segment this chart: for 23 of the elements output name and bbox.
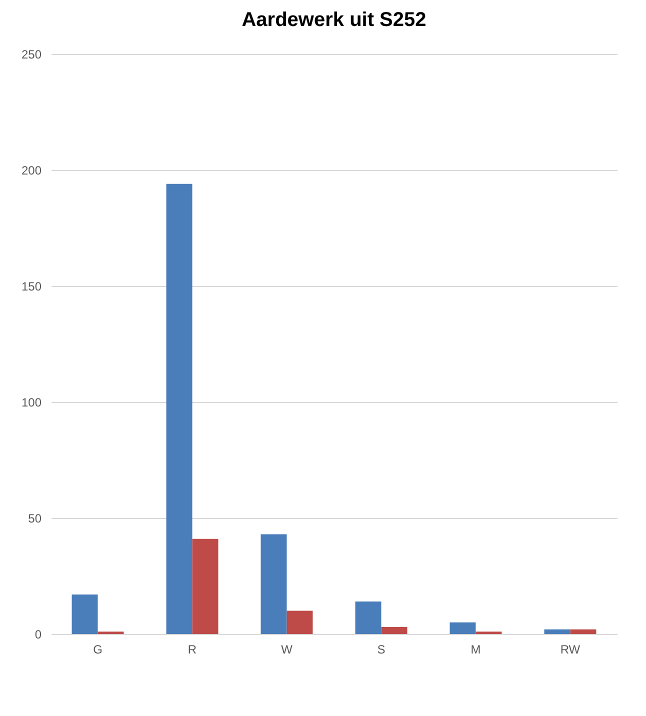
bar [544,629,570,634]
bar [260,534,287,634]
x-tick-label: M [470,642,481,656]
y-tick-label: 100 [21,396,42,410]
bar [192,538,218,634]
chart-title: Aardewerk uit S252 [242,9,426,31]
bar [450,622,476,634]
y-tick-label: 0 [34,628,42,642]
y-tick-label: 50 [28,512,42,526]
bar [570,629,596,634]
y-tick-label: 200 [21,164,42,178]
bar [381,627,408,634]
y-tick-label: 250 [21,48,42,62]
x-tick-label: S [377,642,386,656]
x-tick-label: G [93,642,102,656]
bar [166,184,192,634]
bar [355,602,382,634]
x-tick-label: R [188,642,197,656]
y-tick-label: 150 [21,280,42,294]
bar [72,594,98,634]
bar [286,610,313,634]
x-tick-label: W [281,642,294,656]
x-tick-label: RW [560,642,581,656]
